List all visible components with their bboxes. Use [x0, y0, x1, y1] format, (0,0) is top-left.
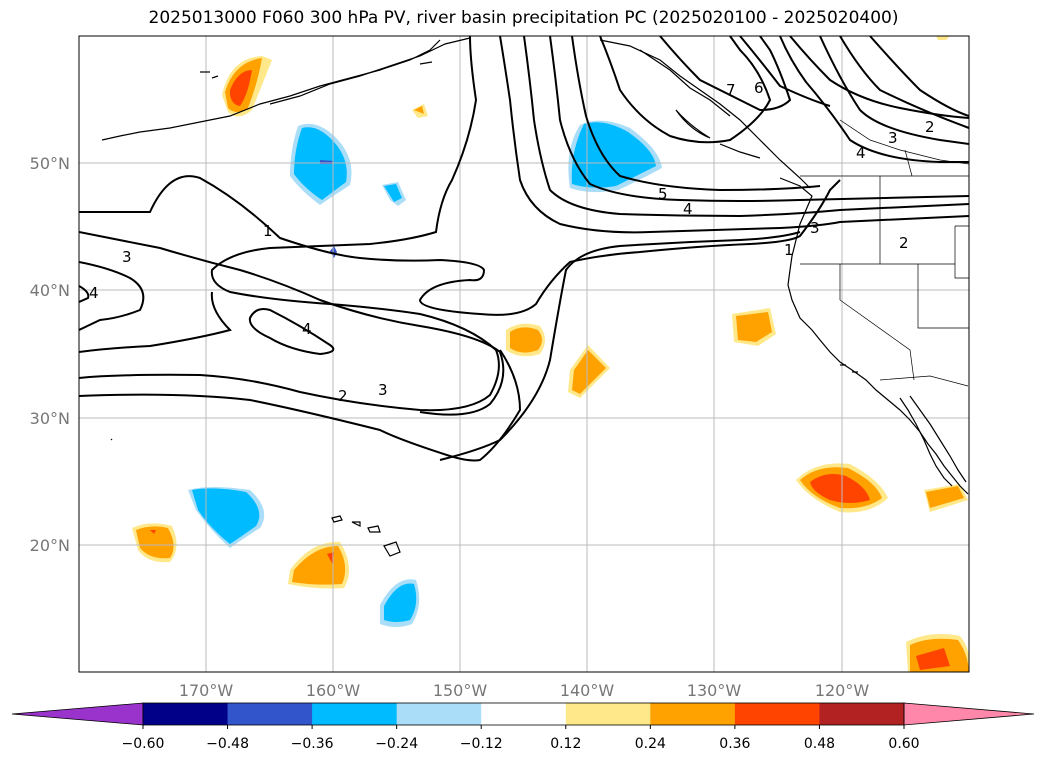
precipitation-shading	[132, 36, 969, 672]
colorbar-tick-label: 0.12	[550, 736, 581, 752]
contour-label: 3	[378, 381, 388, 399]
lat-tick-label: 50°N	[30, 154, 70, 173]
colorbar-tick-label: −0.48	[206, 736, 249, 752]
pv-contours	[79, 36, 969, 462]
lon-tick-label: 140°W	[560, 681, 615, 700]
colorbar-segment	[396, 703, 482, 725]
colorbar-tick-label: −0.12	[460, 736, 503, 752]
contour-label: 3	[122, 248, 132, 266]
colorbar-segment	[312, 703, 398, 725]
lat-tick-label: 40°N	[30, 281, 70, 300]
contour-label: 4	[683, 200, 693, 218]
colorbar-extend-high	[903, 702, 1035, 726]
colorbar-tick-label: 0.48	[804, 736, 835, 752]
colorbar-segment	[650, 703, 736, 725]
colorbar-outline	[142, 702, 905, 726]
contour-label: 1	[784, 241, 794, 259]
colorbar-segment	[143, 703, 229, 725]
colorbar-tick-label: 0.24	[635, 736, 666, 752]
contour-label: 4	[302, 320, 312, 338]
contour-label: 2	[338, 387, 348, 405]
contour-label: 3	[810, 219, 820, 237]
colorbar-tick-label: 0.60	[888, 736, 919, 752]
contour-label: 4	[856, 144, 866, 162]
contour-label: 7	[726, 81, 736, 99]
plot-frame	[78, 35, 970, 673]
colorbar-segment	[819, 703, 905, 725]
lat-tick-labels: 50°N 40°N 30°N 20°N	[30, 154, 70, 555]
contour-label: 4	[89, 284, 99, 302]
contour-label: 6	[754, 79, 764, 97]
lat-tick-label: 20°N	[30, 536, 70, 555]
colorbar-segment	[481, 703, 567, 725]
lon-tick-label: 130°W	[687, 681, 742, 700]
colorbar: −0.60 −0.48 −0.36 −0.24 −0.12 0.12 0.24 0.36 0.4…	[11, 702, 1035, 752]
lon-tick-label: 160°W	[306, 681, 361, 700]
lon-tick-label: 120°W	[815, 681, 870, 700]
colorbar-segment	[565, 703, 651, 725]
contour-label: 2	[899, 234, 909, 252]
gridlines	[79, 36, 969, 672]
colorbar-segment	[227, 703, 313, 725]
contour-label: 5	[658, 185, 668, 203]
lon-tick-labels: 170°W 160°W 150°W 140°W 130°W 120°W	[179, 681, 870, 700]
colorbar-segment	[734, 703, 820, 725]
contour-labels: 1 3 4 4 3 2 5 4 3 1 2 7 6 4 3 2	[89, 79, 935, 405]
contour-label: 3	[888, 129, 898, 147]
contour-label: 1	[263, 222, 273, 240]
map-title: 2025013000 F060 300 hPa PV, river basin …	[148, 8, 899, 28]
lon-tick-label: 170°W	[179, 681, 234, 700]
colorbar-tick-label: −0.60	[122, 736, 165, 752]
lat-tick-label: 30°N	[30, 409, 70, 428]
lon-tick-label: 150°W	[433, 681, 488, 700]
colorbar-extend-low	[11, 702, 144, 726]
colorbar-tick-label: 0.36	[719, 736, 750, 752]
colorbar-tick-label: −0.24	[375, 736, 418, 752]
contour-label: 2	[925, 118, 935, 136]
colorbar-tick-label: −0.36	[291, 736, 334, 752]
